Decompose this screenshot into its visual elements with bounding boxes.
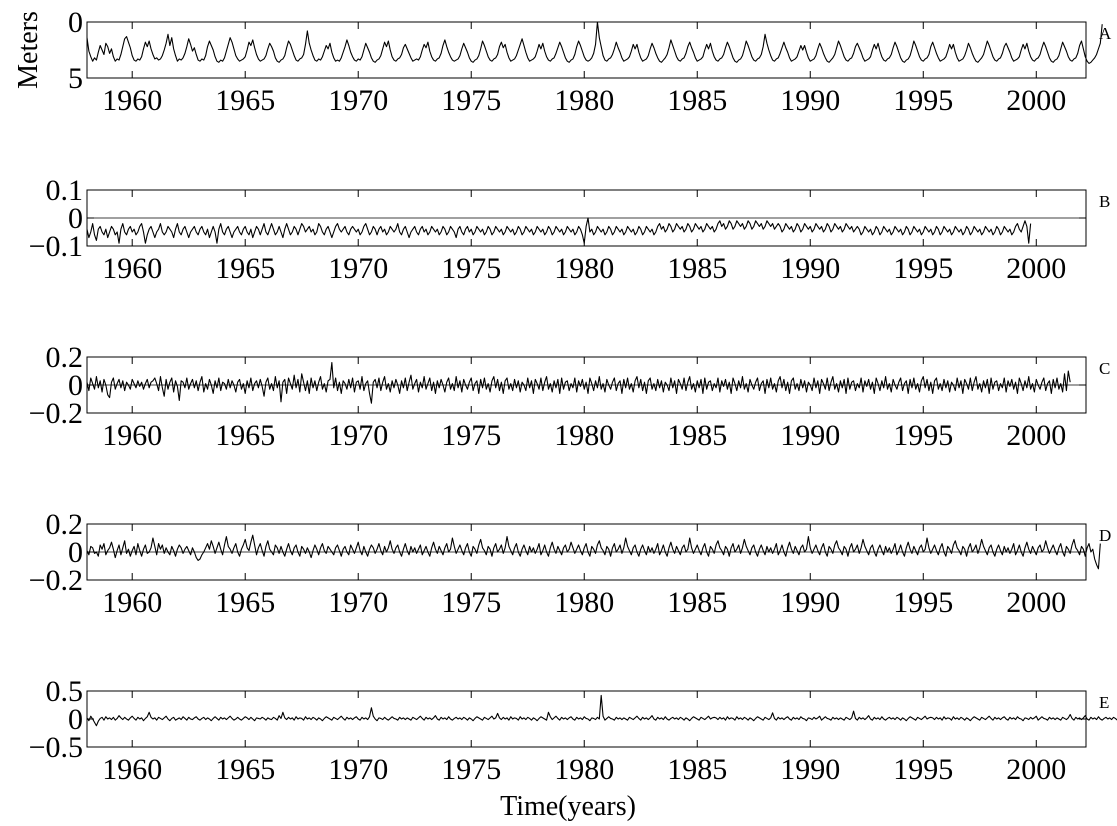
panel-e-series-line bbox=[86, 694, 1117, 727]
x-tick-label: 1965 bbox=[215, 753, 275, 786]
y-tick-label: 0.1 bbox=[46, 174, 84, 207]
y-tick-label: 0 bbox=[68, 536, 83, 569]
x-tick-label: 1990 bbox=[780, 84, 840, 117]
panel-c-label: C bbox=[1099, 359, 1110, 378]
panel-b: 0.10−0.1 1960 1965 1970 1975 1980 1985 1990 1995… bbox=[29, 174, 1111, 285]
y-tick-label: 0.2 bbox=[46, 341, 84, 374]
x-tick-label: 1995 bbox=[893, 84, 953, 117]
x-tick-label: 1980 bbox=[554, 586, 614, 619]
x-tick-label: 1970 bbox=[328, 419, 388, 452]
x-tick-label: 1975 bbox=[441, 419, 501, 452]
x-tick-label: 1960 bbox=[102, 84, 162, 117]
y-tick-label: −0.5 bbox=[29, 731, 83, 764]
y-tick-label: 0 bbox=[68, 6, 83, 39]
x-tick-label: 1965 bbox=[215, 419, 275, 452]
panel-a-series-line bbox=[86, 21, 1103, 64]
panel-a: 0 5 1960 1965 1970 1975 1980 1985 1990 1995 2000 A M… bbox=[13, 6, 1112, 117]
panel-e: 0.50−0.5 1960 1965 1970 1975 1980 1985 1990 1995… bbox=[29, 675, 1117, 786]
panel-c-series-line bbox=[86, 362, 1071, 404]
panel-d-series-line bbox=[86, 534, 1101, 570]
x-tick-label: 1980 bbox=[554, 84, 614, 117]
panel-c: 0.20−0.2 1960 1965 1970 1975 1980 1985 1990 1995… bbox=[29, 341, 1111, 452]
y-tick-label: 0 bbox=[68, 202, 83, 235]
panel-d-label: D bbox=[1099, 526, 1111, 545]
panel-e-label: E bbox=[1099, 693, 1109, 712]
x-tick-label: 1975 bbox=[441, 84, 501, 117]
y-axis-label: Meters bbox=[13, 11, 44, 89]
y-tick-label: −0.2 bbox=[29, 397, 83, 430]
y-tick-label: −0.1 bbox=[29, 230, 83, 263]
y-tick-label: −0.2 bbox=[29, 564, 83, 597]
x-tick-label: 1995 bbox=[893, 586, 953, 619]
x-tick-label: 1960 bbox=[102, 753, 162, 786]
x-tick-label: 1965 bbox=[215, 84, 275, 117]
x-tick-label: 1975 bbox=[441, 252, 501, 285]
panel-d: 0.20−0.2 1960 1965 1970 1975 1980 1985 1990 1995… bbox=[29, 508, 1112, 619]
x-tick-label: 2000 bbox=[1006, 84, 1066, 117]
panels-group: 0 5 1960 1965 1970 1975 1980 1985 1990 1995 2000 A M… bbox=[13, 6, 1117, 786]
y-tick-label: 0 bbox=[68, 369, 83, 402]
y-tick-label: 0.2 bbox=[46, 508, 84, 541]
x-tick-label: 1980 bbox=[554, 419, 614, 452]
x-tick-label: 1970 bbox=[328, 84, 388, 117]
x-tick-label: 1965 bbox=[215, 252, 275, 285]
x-tick-label: 1985 bbox=[667, 586, 727, 619]
y-tick-label: 5 bbox=[68, 62, 83, 95]
x-tick-label: 1970 bbox=[328, 252, 388, 285]
x-tick-label: 1995 bbox=[893, 252, 953, 285]
x-tick-label: 1985 bbox=[667, 252, 727, 285]
x-tick-label: 1990 bbox=[780, 252, 840, 285]
x-axis-label: Time(years) bbox=[500, 791, 636, 822]
panel-a-frame bbox=[86, 21, 1087, 79]
panel-b-label: B bbox=[1099, 192, 1110, 211]
x-tick-label: 2000 bbox=[1006, 753, 1066, 786]
x-tick-label: 2000 bbox=[1006, 586, 1066, 619]
x-tick-label: 2000 bbox=[1006, 252, 1066, 285]
x-tick-label: 1980 bbox=[554, 753, 614, 786]
x-tick-label: 2000 bbox=[1006, 419, 1066, 452]
x-tick-label: 1985 bbox=[667, 419, 727, 452]
x-tick-label: 1960 bbox=[102, 419, 162, 452]
x-tick-label: 1990 bbox=[780, 586, 840, 619]
x-tick-label: 1995 bbox=[893, 419, 953, 452]
x-tick-label: 1985 bbox=[667, 84, 727, 117]
x-tick-label: 1975 bbox=[441, 753, 501, 786]
x-tick-label: 1985 bbox=[667, 753, 727, 786]
x-tick-label: 1960 bbox=[102, 586, 162, 619]
y-tick-label: 0.5 bbox=[46, 675, 84, 708]
x-tick-label: 1995 bbox=[893, 753, 953, 786]
x-tick-label: 1960 bbox=[102, 252, 162, 285]
x-tick-label: 1970 bbox=[328, 753, 388, 786]
x-tick-label: 1965 bbox=[215, 586, 275, 619]
x-tick-label: 1980 bbox=[554, 252, 614, 285]
y-tick-label: 0 bbox=[68, 703, 83, 736]
x-tick-label: 1970 bbox=[328, 586, 388, 619]
x-tick-label: 1990 bbox=[780, 419, 840, 452]
x-tick-label: 1990 bbox=[780, 753, 840, 786]
panel-b-series-line bbox=[86, 217, 1032, 244]
panel-a-label: A bbox=[1099, 24, 1112, 43]
x-tick-label: 1975 bbox=[441, 586, 501, 619]
